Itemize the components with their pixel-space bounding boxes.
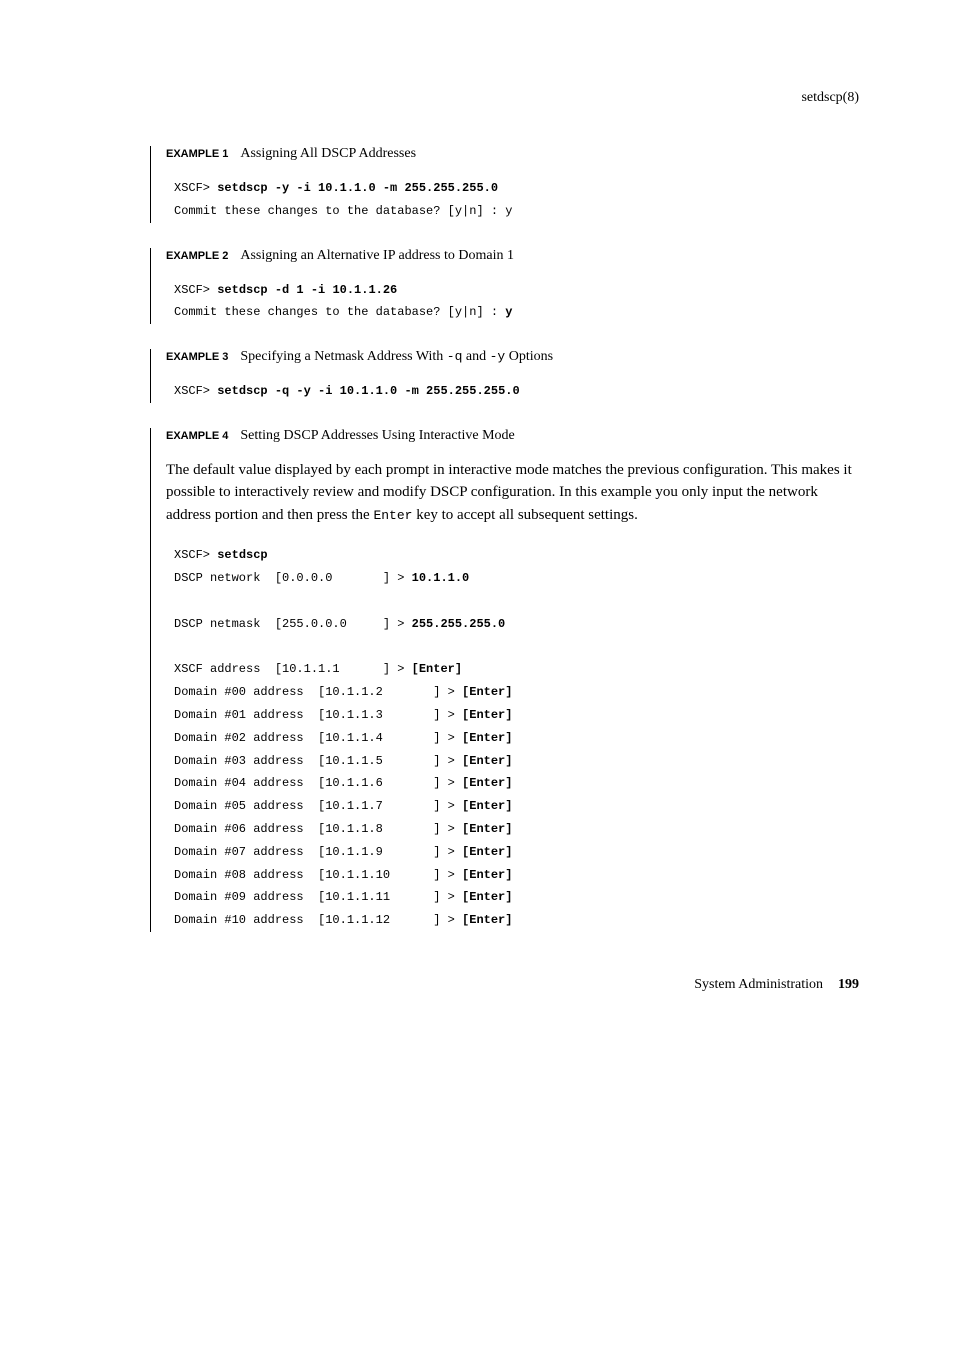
domain-row-enter: [Enter] <box>462 776 512 790</box>
example-1: EXAMPLE 1 Assigning All DSCP Addresses XS… <box>150 146 859 223</box>
domain-row-label: Domain #00 address [10.1.1.2 ] > <box>174 685 462 699</box>
ex3-prompt-pre: XSCF> <box>174 384 217 398</box>
example-3-heading: EXAMPLE 3 Specifying a Netmask Address Wi… <box>166 349 859 365</box>
domain-row-label: Domain #03 address [10.1.1.5 ] > <box>174 754 462 768</box>
domain-row-enter: [Enter] <box>462 913 512 927</box>
domain-row-enter: [Enter] <box>462 799 512 813</box>
domain-row-enter: [Enter] <box>462 890 512 904</box>
int-net-val: 10.1.1.0 <box>412 571 470 585</box>
int-mask-label: DSCP netmask [255.0.0.0 ] > <box>174 617 412 631</box>
domain-row-label: Domain #06 address [10.1.1.8 ] > <box>174 822 462 836</box>
domain-row-label: Domain #09 address [10.1.1.11 ] > <box>174 890 462 904</box>
para-t2: key to accept all subsequent settings. <box>412 507 637 523</box>
example-4-title: Setting DSCP Addresses Using Interactive… <box>240 428 514 443</box>
footer-text: System Administration <box>694 977 823 992</box>
domain-row-enter: [Enter] <box>462 708 512 722</box>
ex3-prompt-cmd: setdscp -q -y -i 10.1.1.0 -m 255.255.255… <box>217 384 519 398</box>
example-3-title-pre: Specifying a Netmask Address With <box>240 349 446 364</box>
ex2-prompt-cmd: setdscp -d 1 -i 10.1.1.26 <box>217 283 397 297</box>
ex1-prompt-pre: XSCF> <box>174 181 217 195</box>
page-footer: System Administration 199 <box>150 977 859 993</box>
domain-row: Domain #08 address [10.1.1.10 ] > [Enter… <box>174 864 859 887</box>
int-xscf-label: XSCF address [10.1.1.1 ] > <box>174 662 412 676</box>
example-4: EXAMPLE 4 Setting DSCP Addresses Using In… <box>150 428 859 932</box>
example-1-code: XSCF> setdscp -y -i 10.1.1.0 -m 255.255.… <box>174 177 859 223</box>
int-mask-val: 255.255.255.0 <box>412 617 506 631</box>
interactive-session: XSCF> setdscp DSCP network [0.0.0.0 ] > … <box>174 544 859 932</box>
example-2-title: Assigning an Alternative IP address to D… <box>240 248 514 263</box>
example-3: EXAMPLE 3 Specifying a Netmask Address Wi… <box>150 349 859 403</box>
para-key: Enter <box>373 508 412 523</box>
example-2-code: XSCF> setdscp -d 1 -i 10.1.1.26 Commit t… <box>174 279 859 325</box>
domain-row-enter: [Enter] <box>462 868 512 882</box>
example-3-title-post: Options <box>505 349 553 364</box>
domain-row-label: Domain #04 address [10.1.1.6 ] > <box>174 776 462 790</box>
example-2-label: EXAMPLE 2 <box>166 250 228 262</box>
domain-row-enter: [Enter] <box>462 845 512 859</box>
ex2-output-ans: y <box>505 305 512 319</box>
domain-row: Domain #00 address [10.1.1.2 ] > [Enter] <box>174 681 859 704</box>
domain-row-enter: [Enter] <box>462 754 512 768</box>
example-4-paragraph: The default value displayed by each prom… <box>166 459 859 527</box>
example-4-heading: EXAMPLE 4 Setting DSCP Addresses Using In… <box>166 428 859 444</box>
domain-row: Domain #03 address [10.1.1.5 ] > [Enter] <box>174 750 859 773</box>
domain-row-enter: [Enter] <box>462 685 512 699</box>
example-1-heading: EXAMPLE 1 Assigning All DSCP Addresses <box>166 146 859 162</box>
footer-page-number: 199 <box>838 977 859 992</box>
domain-row-label: Domain #10 address [10.1.1.12 ] > <box>174 913 462 927</box>
domain-row: Domain #06 address [10.1.1.8 ] > [Enter] <box>174 818 859 841</box>
int-prompt-pre: XSCF> <box>174 548 217 562</box>
example-2: EXAMPLE 2 Assigning an Alternative IP add… <box>150 248 859 325</box>
ex1-prompt-cmd: setdscp -y -i 10.1.1.0 -m 255.255.255.0 <box>217 181 498 195</box>
example-1-title: Assigning All DSCP Addresses <box>240 146 416 161</box>
domain-row-label: Domain #07 address [10.1.1.9 ] > <box>174 845 462 859</box>
header-command: setdscp(8) <box>150 90 859 106</box>
example-4-label: EXAMPLE 4 <box>166 430 228 442</box>
example-3-label: EXAMPLE 3 <box>166 351 228 363</box>
domain-row-label: Domain #02 address [10.1.1.4 ] > <box>174 731 462 745</box>
domain-row-label: Domain #08 address [10.1.1.10 ] > <box>174 868 462 882</box>
int-xscf-enter: [Enter] <box>412 662 462 676</box>
domain-row: Domain #07 address [10.1.1.9 ] > [Enter] <box>174 841 859 864</box>
example-2-heading: EXAMPLE 2 Assigning an Alternative IP add… <box>166 248 859 264</box>
example-3-title-mid: and <box>462 349 489 364</box>
example-3-opt2: -y <box>490 349 506 364</box>
page-container: setdscp(8) EXAMPLE 1 Assigning All DSCP A… <box>0 0 954 1053</box>
int-prompt-cmd: setdscp <box>217 548 267 562</box>
domain-row: Domain #09 address [10.1.1.11 ] > [Enter… <box>174 886 859 909</box>
ex1-output: Commit these changes to the database? [y… <box>174 200 859 223</box>
domain-row-enter: [Enter] <box>462 731 512 745</box>
domain-row-enter: [Enter] <box>462 822 512 836</box>
ex2-output-pre: Commit these changes to the database? [y… <box>174 305 505 319</box>
example-3-opt1: -q <box>447 349 463 364</box>
domain-row: Domain #02 address [10.1.1.4 ] > [Enter] <box>174 727 859 750</box>
int-net-label: DSCP network [0.0.0.0 ] > <box>174 571 412 585</box>
domain-row: Domain #04 address [10.1.1.6 ] > [Enter] <box>174 772 859 795</box>
domain-row-label: Domain #05 address [10.1.1.7 ] > <box>174 799 462 813</box>
domain-row: Domain #05 address [10.1.1.7 ] > [Enter] <box>174 795 859 818</box>
example-3-code: XSCF> setdscp -q -y -i 10.1.1.0 -m 255.2… <box>174 380 859 403</box>
domain-row-label: Domain #01 address [10.1.1.3 ] > <box>174 708 462 722</box>
domain-row: Domain #01 address [10.1.1.3 ] > [Enter] <box>174 704 859 727</box>
domain-row: Domain #10 address [10.1.1.12 ] > [Enter… <box>174 909 859 932</box>
ex2-prompt-pre: XSCF> <box>174 283 217 297</box>
example-1-label: EXAMPLE 1 <box>166 148 228 160</box>
